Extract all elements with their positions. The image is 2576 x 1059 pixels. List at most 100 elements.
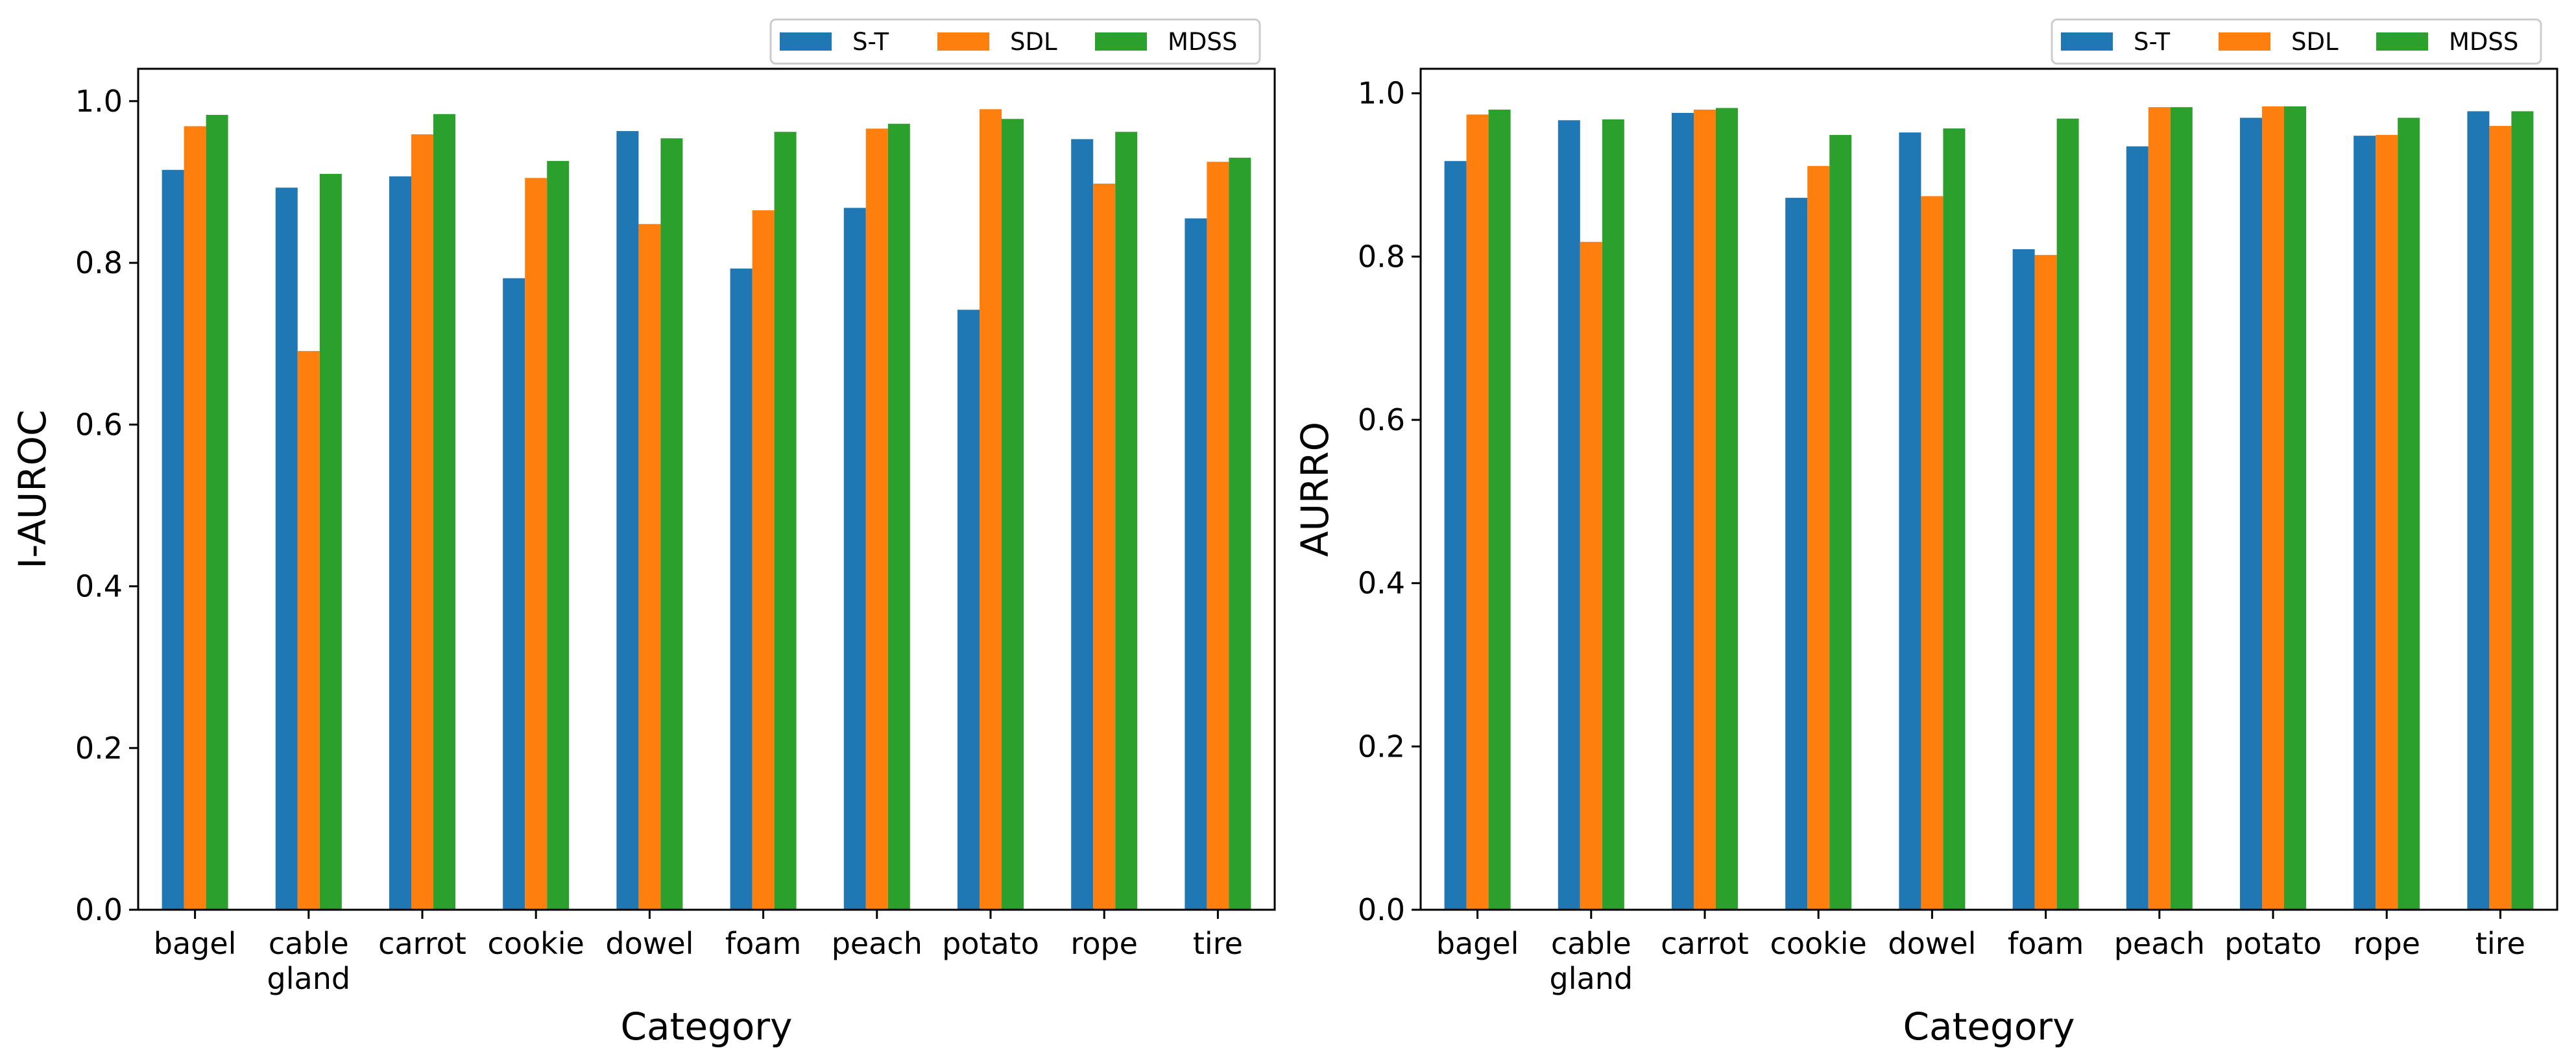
y-tick-label: 0.2 (1358, 729, 1405, 764)
x-tick-label: foam (2008, 926, 2084, 961)
x-tick-label-line: potato (942, 926, 1039, 961)
bar-sdl (411, 134, 433, 910)
bar-sdl (1207, 162, 1229, 910)
bar-s-t (2012, 249, 2035, 910)
x-tick-label: potato (942, 926, 1039, 961)
bar-sdl (1921, 196, 1944, 910)
legend-swatch-mdss (2376, 32, 2428, 51)
legend-label-s-t: S-T (2134, 28, 2170, 56)
bar-s-t (275, 188, 298, 910)
bar-sdl (980, 109, 1002, 910)
bar-s-t (2126, 146, 2149, 910)
bar-s-t (957, 310, 980, 910)
x-tick-label: cable gland (1550, 926, 1633, 996)
bar-mdss (2511, 111, 2534, 910)
bar-sdl (2034, 254, 2057, 910)
legend-swatch-s-t (780, 32, 832, 51)
y-tick-label: 0.4 (75, 569, 123, 604)
bar-mdss (1943, 128, 1966, 910)
x-tick-label-line: tire (2475, 926, 2525, 961)
x-tick-label-line: bagel (1436, 926, 1519, 961)
bar-sdl (525, 178, 548, 910)
bar-s-t (1785, 197, 1808, 910)
y-tick-label: 0.0 (1358, 892, 1405, 927)
x-tick-label: dowel (605, 926, 693, 961)
x-tick-label-line: cable (1551, 926, 1631, 961)
x-tick-label-line: cookie (1770, 926, 1867, 961)
legend-label-sdl: SDL (1010, 28, 1057, 56)
x-tick-label: rope (2353, 926, 2420, 961)
bar-sdl (184, 126, 206, 910)
x-tick-label-line: rope (1070, 926, 1138, 961)
bar-sdl (2376, 134, 2398, 910)
bar-sdl (1807, 165, 1830, 910)
legend: S-T SDL MDSS (2051, 18, 2542, 65)
plot-frame (1419, 67, 2558, 911)
legend-label-s-t: S-T (852, 28, 889, 56)
x-tick-label: carrot (378, 926, 466, 961)
x-axis-label: Category (1903, 1004, 2075, 1049)
x-tick-label: rope (1070, 926, 1138, 961)
x-tick-label-line: dowel (605, 926, 693, 961)
bar-s-t (1444, 161, 1467, 910)
legend-label-mdss: MDSS (1168, 28, 1237, 56)
x-tick-label-line: tire (1193, 926, 1243, 961)
x-tick-label: cookie (1770, 926, 1867, 961)
bar-s-t (503, 278, 525, 910)
plot-frame (137, 67, 1276, 911)
x-tick-label-line: bagel (154, 926, 237, 961)
bar-s-t (730, 268, 752, 910)
bar-s-t (1899, 132, 1921, 910)
x-tick-label: tire (1193, 926, 1243, 961)
bar-mdss (206, 115, 228, 910)
bar-mdss (547, 161, 570, 910)
y-tick-label: 0.4 (1358, 566, 1405, 601)
legend: S-T SDL MDSS (769, 18, 1261, 65)
x-tick-label-line: gland (1550, 961, 1633, 996)
bar-mdss (1602, 119, 1624, 910)
bar-sdl (1694, 109, 1716, 910)
y-axis-label: AURRO (1293, 422, 1337, 557)
x-tick-label: cable gland (267, 926, 351, 996)
bar-mdss (1829, 134, 1852, 910)
bar-s-t (1672, 112, 1694, 910)
bar-mdss (319, 174, 342, 910)
bar-s-t (2353, 136, 2376, 910)
bar-mdss (433, 114, 455, 910)
x-tick-label-line: foam (725, 926, 801, 961)
bar-mdss (660, 138, 683, 910)
bar-mdss (2284, 106, 2306, 910)
x-tick-label-line: carrot (1661, 926, 1749, 961)
legend-swatch-sdl (937, 32, 989, 51)
legend-swatch-sdl (2219, 32, 2270, 51)
bar-mdss (774, 132, 797, 910)
bar-sdl (2148, 107, 2171, 910)
x-tick-label: potato (2224, 926, 2322, 961)
bar-mdss (1115, 132, 1138, 910)
x-tick-label: peach (2114, 926, 2205, 961)
bar-sdl (752, 210, 775, 910)
y-tick-label: 0.6 (75, 407, 123, 442)
x-tick-label-line: gland (267, 961, 351, 996)
bar-sdl (297, 350, 320, 910)
x-tick-label-line: foam (2008, 926, 2084, 961)
bar-mdss (1002, 119, 1024, 910)
bar-s-t (2467, 111, 2490, 910)
x-tick-label: carrot (1661, 926, 1749, 961)
bar-mdss (2398, 117, 2420, 910)
bar-s-t (616, 130, 639, 910)
y-axis-label: I-AUROC (10, 409, 54, 568)
x-tick-label: bagel (154, 926, 237, 961)
bar-mdss (1229, 158, 1251, 910)
x-tick-label: peach (832, 926, 922, 961)
x-tick-label: tire (2475, 926, 2525, 961)
bar-sdl (1093, 183, 1116, 910)
x-tick-label-line: cable (269, 926, 349, 961)
bar-s-t (389, 176, 411, 910)
legend-label-mdss: MDSS (2449, 28, 2518, 56)
bar-sdl (2262, 106, 2284, 910)
bar-s-t (1071, 139, 1094, 910)
y-tick-label: 0.8 (75, 245, 123, 280)
bar-s-t (2240, 117, 2262, 910)
